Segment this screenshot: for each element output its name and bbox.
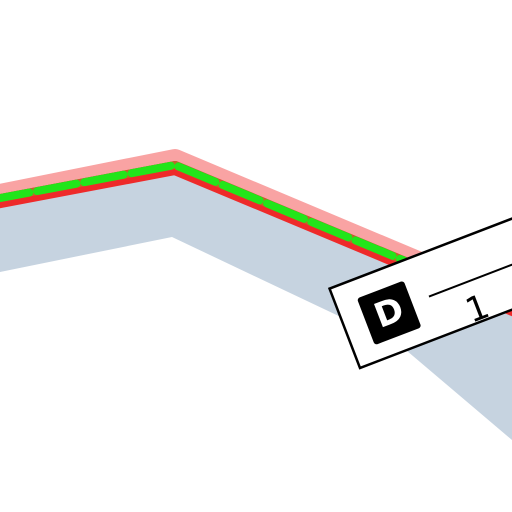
shield-icon [357,281,421,345]
shield-divider [428,256,512,298]
route-shield: D 1 [327,215,512,370]
shaded-area [0,172,512,440]
